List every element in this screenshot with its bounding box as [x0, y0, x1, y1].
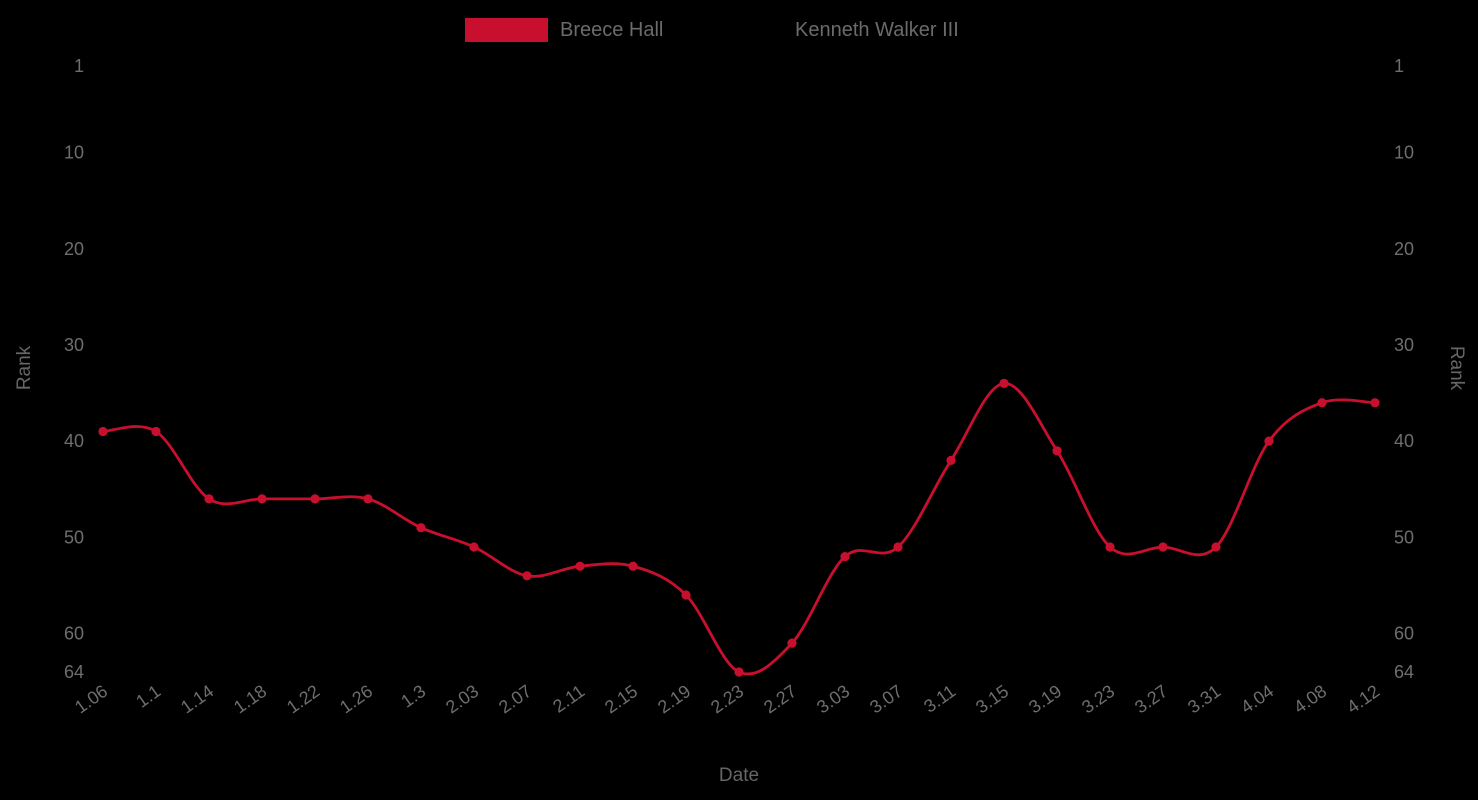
x-tick-2.03: 2.03 — [442, 681, 482, 717]
data-point-3.03 — [840, 552, 850, 562]
x-tick-1.22: 1.22 — [283, 681, 323, 717]
y-axis-title-right: Rank — [1446, 345, 1467, 391]
data-point-4.12 — [1370, 398, 1380, 408]
x-tick-3.15: 3.15 — [972, 681, 1012, 717]
data-point-3.15 — [999, 378, 1009, 388]
data-point-2.15 — [628, 561, 638, 571]
x-tick-2.23: 2.23 — [707, 681, 747, 717]
y-tick-left-1: 1 — [74, 56, 84, 76]
data-point-2.23 — [734, 667, 744, 677]
y-axis-title-left: Rank — [14, 345, 35, 391]
data-point-2.27 — [787, 638, 797, 648]
data-point-1.22 — [310, 494, 320, 504]
data-point-1.1 — [151, 426, 161, 437]
legend: Breece Hall Kenneth Walker III — [0, 0, 1478, 60]
data-point-2.03 — [469, 542, 479, 552]
y-tick-right-10: 10 — [1394, 143, 1414, 163]
data-point-4.04 — [1264, 436, 1274, 446]
data-point-2.19 — [681, 590, 691, 600]
x-tick-3.23: 3.23 — [1078, 681, 1118, 717]
data-point-1.26 — [363, 494, 373, 504]
data-point-3.07 — [893, 542, 903, 552]
y-tick-left-20: 20 — [64, 239, 84, 259]
x-tick-2.27: 2.27 — [760, 681, 800, 717]
x-axis-title: Date — [718, 765, 760, 786]
legend-swatch-kenneth-walker — [700, 18, 783, 42]
x-tick-4.04: 4.04 — [1237, 681, 1277, 717]
y-tick-right-30: 30 — [1394, 335, 1414, 355]
legend-item-breece-hall[interactable]: Breece Hall — [465, 18, 663, 42]
y-tick-left-50: 50 — [64, 527, 84, 547]
x-tick-3.03: 3.03 — [813, 681, 853, 717]
y-tick-right-20: 20 — [1394, 239, 1414, 259]
x-tick-3.27: 3.27 — [1131, 681, 1171, 717]
y-tick-right-60: 60 — [1394, 624, 1414, 644]
x-tick-1.1: 1.1 — [132, 681, 164, 712]
x-tick-3.31: 3.31 — [1184, 681, 1224, 717]
y-tick-left-30: 30 — [64, 335, 84, 355]
data-point-2.07 — [522, 571, 532, 581]
x-tick-3.11: 3.11 — [920, 681, 959, 717]
x-tick-2.07: 2.07 — [495, 681, 535, 717]
data-point-3.19 — [1052, 446, 1062, 456]
data-point-1.06 — [98, 426, 108, 437]
data-point-3.31 — [1211, 542, 1221, 552]
x-tick-2.19: 2.19 — [654, 681, 694, 717]
y-tick-left-60: 60 — [64, 624, 84, 644]
y-tick-left-64: 64 — [64, 662, 84, 682]
data-point-3.11 — [946, 455, 956, 465]
y-tick-right-50: 50 — [1394, 527, 1414, 547]
y-tick-right-40: 40 — [1394, 431, 1414, 451]
x-tick-1.14: 1.14 — [177, 681, 217, 717]
y-tick-left-40: 40 — [64, 431, 84, 451]
x-tick-1.18: 1.18 — [230, 681, 270, 717]
x-tick-3.19: 3.19 — [1025, 681, 1065, 717]
data-point-1.3 — [416, 523, 426, 533]
data-point-3.27 — [1158, 542, 1168, 552]
x-tick-3.07: 3.07 — [866, 681, 906, 717]
data-point-1.18 — [257, 494, 267, 504]
x-tick-4.08: 4.08 — [1290, 681, 1330, 717]
legend-label-breece-hall: Breece Hall — [560, 18, 664, 41]
x-tick-1.26: 1.26 — [336, 681, 376, 717]
y-tick-right-1: 1 — [1394, 56, 1404, 76]
x-tick-2.15: 2.15 — [601, 681, 641, 717]
y-tick-right-64: 64 — [1394, 662, 1414, 682]
x-tick-1.06: 1.06 — [71, 681, 111, 717]
x-tick-2.11: 2.11 — [549, 681, 588, 717]
data-point-3.23 — [1105, 542, 1115, 552]
legend-item-kenneth-walker[interactable]: Kenneth Walker III — [700, 18, 959, 42]
data-point-1.14 — [204, 494, 214, 504]
y-tick-left-10: 10 — [64, 143, 84, 163]
x-tick-4.12: 4.12 — [1343, 681, 1383, 717]
legend-swatch-breece-hall — [465, 18, 548, 42]
series-line-breece-hall — [102, 382, 1376, 676]
x-tick-1.3: 1.3 — [397, 681, 429, 712]
data-point-4.08 — [1317, 398, 1327, 408]
data-point-2.11 — [575, 561, 585, 571]
legend-label-kenneth-walker: Kenneth Walker III — [795, 18, 959, 41]
